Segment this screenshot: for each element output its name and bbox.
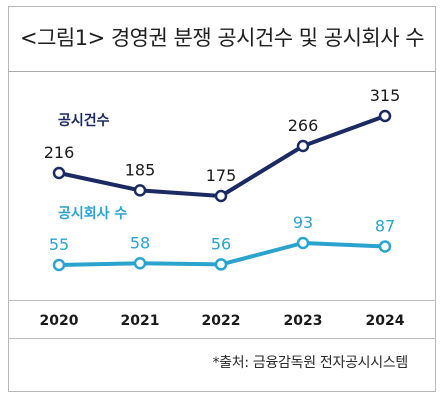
data-point-0-2 — [214, 189, 228, 203]
data-point-0-4 — [378, 109, 392, 123]
x-tick-label-3: 2023 — [284, 313, 323, 329]
data-label-1-3: 93 — [293, 213, 313, 232]
data-point-0-1 — [133, 184, 147, 197]
axis-divider-bottom — [8, 338, 436, 339]
data-point-1-0 — [52, 258, 66, 272]
data-point-1-3 — [296, 236, 310, 250]
data-point-0-3 — [296, 139, 310, 153]
data-label-1-1: 58 — [130, 233, 150, 252]
series-label-1: 공시회사 수 — [58, 206, 127, 222]
series-label-0: 공시건수 — [58, 112, 110, 129]
data-label-1-0: 55 — [49, 235, 69, 254]
data-label-0-1: 185 — [125, 160, 156, 179]
data-point-1-4 — [378, 240, 392, 253]
data-label-0-0: 216 — [44, 143, 75, 162]
title-divider — [8, 71, 436, 72]
data-point-1-2 — [214, 258, 228, 271]
data-point-0-0 — [52, 166, 66, 180]
data-point-1-1 — [133, 257, 147, 270]
x-tick-label-2: 2022 — [202, 313, 241, 329]
x-tick-label-0: 2020 — [40, 313, 79, 329]
x-tick-label-1: 2021 — [121, 313, 160, 329]
source-note: *출처: 금융감독원 전자공시시스템 — [212, 355, 408, 371]
data-label-0-3: 266 — [288, 116, 319, 135]
data-label-1-2: 56 — [211, 234, 231, 253]
data-label-0-4: 315 — [370, 86, 401, 105]
data-label-0-2: 175 — [206, 166, 237, 185]
axis-divider-top — [8, 300, 436, 301]
data-label-1-4: 87 — [375, 216, 395, 235]
x-tick-label-4: 2024 — [366, 313, 405, 329]
chart-title: <그림1> 경영권 분쟁 공시건수 및 공시회사 수 — [20, 26, 425, 50]
